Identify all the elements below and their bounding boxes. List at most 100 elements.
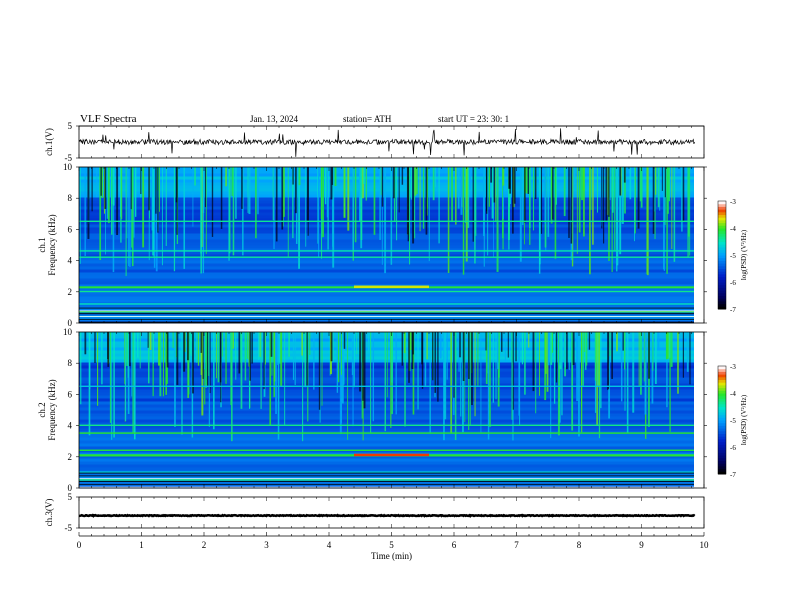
sferic-streak <box>127 332 130 415</box>
sferic-streak <box>101 332 103 385</box>
spectro-row <box>79 362 694 366</box>
spectro-row <box>79 377 694 381</box>
sferic-streak <box>107 167 110 224</box>
dark-gap <box>148 167 150 211</box>
colorbar-cell <box>718 398 726 402</box>
dark-gap <box>472 167 474 242</box>
sferic-streak <box>183 167 186 269</box>
sferic-streak <box>553 332 556 404</box>
dark-gap <box>176 332 179 385</box>
sferic-streak <box>497 332 499 370</box>
spectro-row <box>79 455 694 459</box>
dark-gap <box>251 332 253 364</box>
colorbar-cell <box>718 271 726 275</box>
enhancement <box>354 285 429 289</box>
spectro-row <box>79 317 694 321</box>
sferic-streak <box>634 167 635 242</box>
y-axis-label: Frequency (kHz) <box>47 214 57 275</box>
spectro-row <box>79 368 694 372</box>
sferic-streak <box>544 167 546 224</box>
spectro-row <box>79 359 694 363</box>
spectro-row <box>79 224 694 228</box>
spectro-row <box>79 281 694 285</box>
sferic-streak <box>654 332 657 384</box>
sferic-streak <box>187 332 190 395</box>
dark-gap <box>401 332 404 366</box>
colorbar-cell <box>718 387 726 391</box>
sferic-streak <box>467 167 470 228</box>
y-tick-label: 2 <box>68 452 73 462</box>
start-time-label: start UT = 23: 30: 1 <box>438 114 510 124</box>
dark-gap <box>527 167 530 194</box>
dark-gap <box>401 167 404 185</box>
sferic-streak <box>546 332 549 392</box>
sferic-streak <box>181 332 183 435</box>
spectro-row <box>79 410 694 414</box>
sferic-streak <box>677 332 679 394</box>
sferic-streak <box>162 332 164 397</box>
sferic-streak <box>648 332 650 428</box>
sferic-streak <box>129 167 131 267</box>
colorbar-cell <box>718 282 726 286</box>
dark-gap <box>187 332 189 361</box>
dark-gap <box>263 332 265 390</box>
sferic-streak <box>305 167 307 247</box>
dark-gap <box>157 167 159 233</box>
colorbar-cell <box>718 376 726 380</box>
spectro-row <box>79 287 694 291</box>
dark-gap <box>200 332 202 353</box>
sferic-streak <box>324 167 327 205</box>
sferic-streak <box>474 167 476 264</box>
dark-gap <box>512 332 514 410</box>
sferic-streak <box>671 167 673 250</box>
sferic-streak <box>390 167 393 265</box>
colorbar-cell <box>718 384 726 389</box>
sferic-streak <box>460 332 462 417</box>
y-tick-label: 8 <box>68 193 73 203</box>
spectro-row <box>79 413 694 417</box>
x-tick-label: 6 <box>452 540 457 550</box>
x-tick-label: 1 <box>139 540 144 550</box>
sferic-streak <box>598 332 600 388</box>
sferic-streak <box>284 332 286 426</box>
dark-gap <box>330 332 333 362</box>
sferic-streak <box>204 332 205 370</box>
sferic-streak <box>298 167 301 186</box>
x-tick-label: 7 <box>514 540 519 550</box>
sferic-streak <box>273 167 275 250</box>
dark-gap <box>292 167 294 185</box>
sferic-streak <box>547 332 550 366</box>
spectro-row <box>79 173 694 177</box>
sferic-streak <box>338 332 340 383</box>
spectro-row <box>79 203 694 207</box>
colorbar-cell <box>718 303 726 307</box>
sferic-streak <box>235 332 237 380</box>
dark-gap <box>100 167 102 196</box>
y-axis-label: Frequency (kHz) <box>47 379 57 440</box>
sferic-streak <box>139 332 141 369</box>
colorbar-cell <box>718 409 726 413</box>
dark-gap <box>183 332 186 372</box>
dark-gap <box>661 167 663 191</box>
sferic-streak <box>624 167 626 214</box>
spectro-row <box>79 353 694 357</box>
sferic-streak <box>435 167 437 188</box>
sferic-streak <box>255 167 257 239</box>
colorbar-cell <box>718 417 726 421</box>
sferic-streak <box>332 332 334 362</box>
dark-gap <box>434 332 437 393</box>
colorbar-cell <box>718 295 726 299</box>
sferic-streak <box>292 167 294 239</box>
spectro-row <box>79 194 694 198</box>
colorbar-cell <box>718 217 726 221</box>
sferic-streak <box>550 332 552 439</box>
dark-gap <box>249 332 251 381</box>
freq-band <box>79 385 694 387</box>
spectro-row <box>79 440 694 444</box>
sferic-streak <box>419 167 421 232</box>
sferic-streak <box>131 167 133 248</box>
dark-gap <box>648 332 650 379</box>
freq-band <box>79 432 694 434</box>
sferic-streak <box>113 332 115 438</box>
dark-gap <box>607 332 610 389</box>
